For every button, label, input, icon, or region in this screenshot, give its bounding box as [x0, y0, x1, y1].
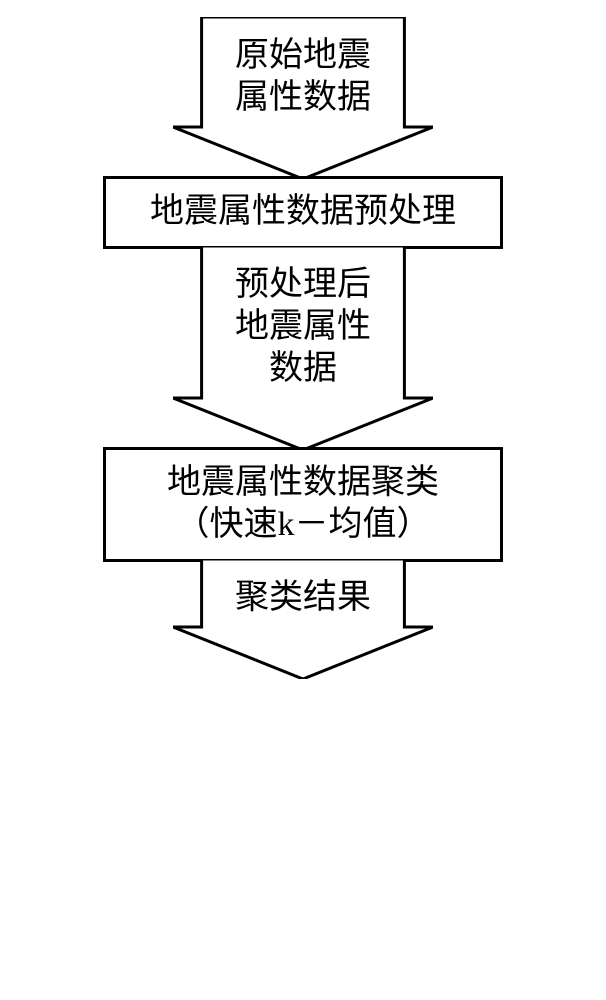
flowchart-container: 原始地震属性数据 地震属性数据预处理 预处理后地震属性数据 地震属性数据聚类（快… — [93, 20, 513, 676]
box-text-line: 地震属性数据预处理 — [126, 191, 480, 234]
svg-text:原始地震: 原始地震 — [235, 36, 371, 74]
svg-text:属性数据: 属性数据 — [235, 78, 371, 116]
flow-arrow: 原始地震属性数据 — [93, 17, 513, 179]
box-text-line: 地震属性数据聚类 — [126, 462, 480, 505]
svg-text:聚类结果: 聚类结果 — [235, 577, 371, 615]
svg-text:数据: 数据 — [269, 348, 337, 386]
flow-process-box: 地震属性数据聚类（快速k－均值） — [103, 447, 503, 562]
flow-arrow: 聚类结果 — [93, 559, 513, 679]
svg-text:地震属性: 地震属性 — [235, 306, 371, 344]
box-text-line: （快速k－均值） — [126, 504, 480, 547]
svg-text:预处理后: 预处理后 — [235, 265, 371, 302]
flow-process-box: 地震属性数据预处理 — [103, 176, 503, 249]
flow-arrow: 预处理后地震属性数据 — [93, 246, 513, 450]
